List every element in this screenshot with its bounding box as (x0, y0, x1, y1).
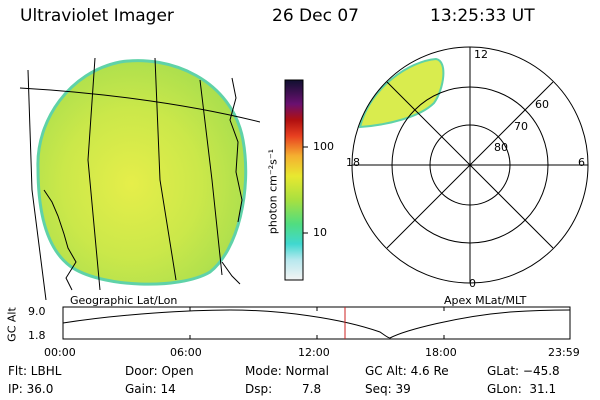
time-tick-1800: 18:00 (425, 346, 457, 359)
time-tick-0000: 00:00 (44, 346, 76, 359)
coastline (221, 261, 241, 285)
earth-disk (36, 59, 248, 286)
meridian-line (87, 57, 101, 291)
mlt-label-0: 0 (469, 277, 476, 290)
mlt-label-18: 18 (346, 156, 360, 169)
altitude-tick-top: 9.0 (28, 305, 46, 318)
status-dsp-label: Dsp: (245, 382, 273, 396)
altitude-axis-label: GC Alt (5, 307, 19, 342)
colorbar (284, 79, 308, 281)
geographic-image-panel (19, 57, 260, 300)
polar-caption: Apex MLat/MLT (444, 294, 527, 307)
status-dsp-value: 7.8 (302, 382, 322, 396)
geographic-caption: Geographic Lat/Lon (70, 294, 178, 307)
polar-grid-panel (351, 46, 589, 284)
coastline (43, 189, 77, 291)
status-mode: Mode: Normal (245, 364, 329, 378)
colorbar-tick-10: 10 (313, 226, 327, 239)
mlat-label-70: 70 (514, 120, 528, 133)
time-label: 13:25:33 UT (430, 6, 535, 26)
mlt-label-12: 12 (474, 48, 488, 61)
altitude-tick-bottom: 1.8 (28, 329, 46, 342)
time-tick-1200: 12:00 (298, 346, 330, 359)
status-flt: Flt: LBHL (8, 364, 62, 378)
status-ip: IP: 36.0 (8, 382, 54, 396)
date-label: 26 Dec 07 (272, 6, 359, 26)
status-glat: GLat: −45.8 (487, 364, 560, 378)
parallel-line (19, 87, 260, 123)
colorbar-tick-100: 100 (313, 140, 334, 153)
dayside-emission (358, 57, 445, 129)
status-glon: GLon: 31.1 (487, 382, 557, 396)
altitude-strip-plot (62, 306, 571, 340)
coastline (229, 77, 243, 223)
meridian-line (154, 57, 177, 281)
status-gain: Gain: 14 (125, 382, 176, 396)
altitude-curve (62, 309, 571, 339)
instrument-title: Ultraviolet Imager (20, 6, 174, 26)
status-gc-alt: GC Alt: 4.6 Re (365, 364, 449, 378)
time-tick-2359: 23:59 (548, 346, 580, 359)
mlt-label-6: 6 (578, 156, 585, 169)
colorbar-unit-label: photon cm⁻²s⁻¹ (266, 148, 280, 235)
mlat-label-60: 60 (535, 98, 549, 111)
meridian-line (27, 69, 47, 300)
status-door: Door: Open (125, 364, 194, 378)
status-seq: Seq: 39 (365, 382, 411, 396)
meridian-line (199, 79, 223, 276)
time-tick-0600: 06:00 (170, 346, 202, 359)
mlat-label-80: 80 (494, 141, 508, 154)
